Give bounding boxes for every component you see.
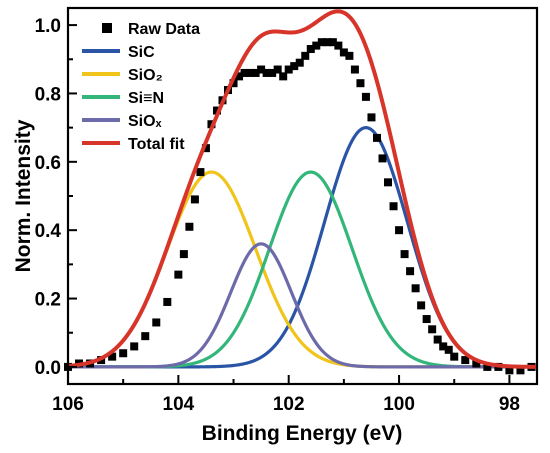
raw-data-point <box>262 68 271 77</box>
plot-layer <box>64 9 539 375</box>
raw-data-point <box>240 68 249 77</box>
raw-data-point <box>350 65 359 74</box>
series-total-fit-line <box>66 9 539 369</box>
series-sic-line <box>67 126 538 369</box>
raw-data-point <box>461 356 470 365</box>
raw-data-point <box>406 267 415 276</box>
raw-data-point <box>356 79 365 88</box>
ticks-layer: 106 104 102 100 98 0.0 0.2 0.4 0.6 0.8 1.0 <box>35 16 520 415</box>
raw-data-point <box>483 362 492 371</box>
raw-data-point <box>444 345 453 354</box>
raw-data-point <box>389 202 398 211</box>
raw-data-point <box>257 65 266 74</box>
raw-data-point <box>317 38 326 47</box>
raw-data-point <box>516 366 525 375</box>
raw-data-point <box>301 51 310 60</box>
raw-data-point <box>130 342 139 351</box>
series-siox-line <box>67 242 538 369</box>
raw-data-point <box>235 72 244 81</box>
legend-label-siox: SiOₓ <box>128 113 162 130</box>
legend: Raw Data SiC SiO₂ Si≡N SiOₓ Total fit <box>82 21 200 153</box>
raw-data-point <box>411 284 420 293</box>
raw-data-point <box>201 144 210 153</box>
y-tick-label: 0.8 <box>35 84 61 105</box>
raw-data-point <box>439 342 448 351</box>
raw-data-point <box>268 68 277 77</box>
raw-data-point <box>190 195 199 204</box>
y-tick-label: 0.4 <box>35 221 62 242</box>
raw-data-point <box>323 38 332 47</box>
legend-label-total-fit: Total fit <box>128 136 185 153</box>
raw-data-point <box>378 154 387 163</box>
x-tick-label: 102 <box>273 394 305 415</box>
raw-data-point <box>339 48 348 57</box>
raw-data-point <box>433 335 442 344</box>
x-axis-title: Binding Energy (eV) <box>202 422 403 445</box>
raw-data-point <box>163 297 172 306</box>
legend-marker-raw-data <box>102 23 112 33</box>
raw-data-point <box>334 41 343 50</box>
raw-data-point <box>428 325 437 334</box>
x-tick-label: 104 <box>163 394 195 415</box>
raw-data-point <box>417 301 426 310</box>
raw-data-point <box>345 51 354 60</box>
y-tick-label: 0.2 <box>35 290 61 311</box>
y-tick-label: 1.0 <box>35 16 61 37</box>
legend-label-sic: SiC <box>128 44 155 61</box>
raw-data-point <box>395 226 404 235</box>
raw-data-point <box>328 38 337 47</box>
raw-data-point <box>179 250 188 259</box>
raw-data-point <box>450 352 459 361</box>
y-axis-title: Norm. Intensity <box>12 119 35 272</box>
raw-data-point <box>273 65 282 74</box>
raw-data-point <box>505 366 514 375</box>
x-tick-label: 98 <box>499 394 520 415</box>
raw-data-point <box>185 222 194 231</box>
x-tick-label: 100 <box>383 394 415 415</box>
raw-data-point <box>152 318 161 327</box>
raw-data-point <box>400 250 409 259</box>
raw-data-point <box>284 65 293 74</box>
raw-data-point <box>246 68 255 77</box>
raw-data-point <box>361 92 370 101</box>
raw-data-point <box>422 315 431 324</box>
x-tick-label: 106 <box>52 394 84 415</box>
raw-data-point <box>279 72 288 81</box>
raw-data-point <box>196 168 205 177</box>
raw-data-point <box>472 359 481 368</box>
raw-data-point <box>372 133 381 142</box>
raw-data-point <box>141 332 150 341</box>
raw-data-point <box>251 68 260 77</box>
legend-label-sio2: SiO₂ <box>128 67 163 84</box>
raw-data-point <box>312 41 321 50</box>
raw-data-point <box>119 349 128 358</box>
series-sio2-line <box>67 170 538 369</box>
raw-data-point <box>229 79 238 88</box>
raw-data-point <box>290 62 299 71</box>
series-si-triple-n-line <box>67 170 538 369</box>
y-tick-label: 0.0 <box>35 358 61 379</box>
raw-data-point <box>384 178 393 187</box>
raw-data-point <box>306 45 315 54</box>
raw-data-point <box>367 113 376 122</box>
raw-data-point <box>174 270 183 279</box>
legend-label-si-triple-n: Si≡N <box>128 90 164 107</box>
raw-data-point <box>295 58 304 67</box>
y-tick-label: 0.6 <box>35 153 61 174</box>
raw-data-point <box>108 352 117 361</box>
legend-label-raw-data: Raw Data <box>128 21 200 38</box>
